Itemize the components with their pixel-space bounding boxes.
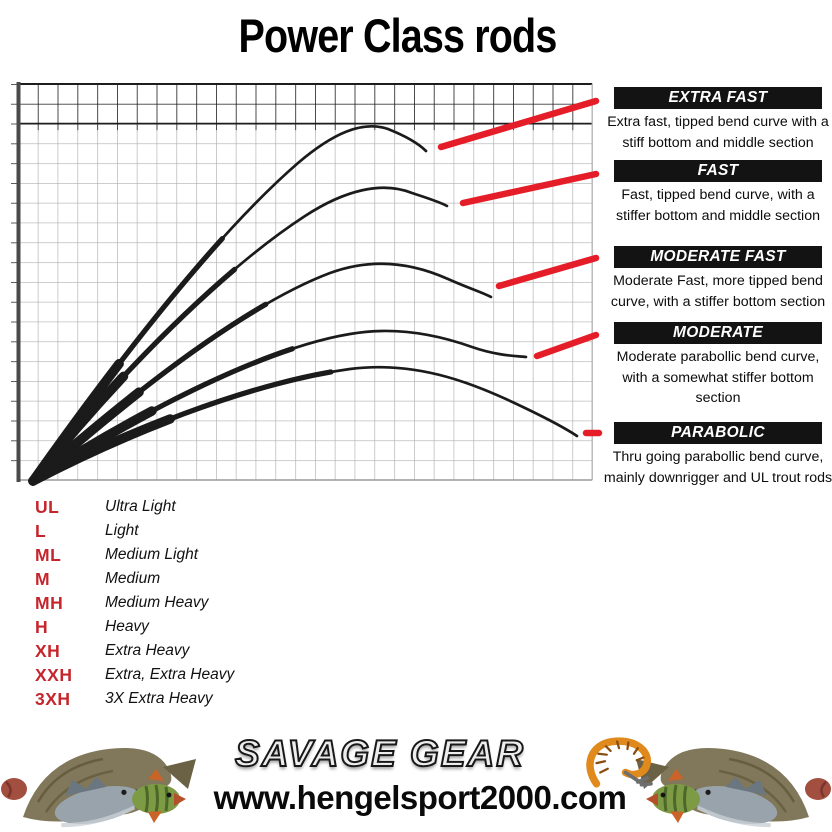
- power-class-code: M: [35, 568, 51, 589]
- pointer-lines: [437, 97, 603, 437]
- pointer-line-fast: [459, 170, 600, 207]
- power-class-name: Extra, Extra Heavy: [105, 666, 235, 683]
- legend-row: XH Extra Heavy: [35, 639, 234, 663]
- action-block-extra-fast: EXTRA FAST Extra fast, tipped bend curve…: [596, 87, 832, 153]
- legend-row: H Heavy: [35, 615, 234, 639]
- action-block-parabolic: PARABOLIC Thru going parabollic bend cur…: [596, 422, 832, 488]
- brand-logo: SAVAGE GEAR: [234, 732, 525, 775]
- power-class-name: Heavy: [105, 618, 149, 635]
- legend-row: MH Medium Heavy: [35, 591, 234, 615]
- legend-row: 3XH 3X Extra Heavy: [35, 687, 234, 711]
- pointer-line-moderate-fast: [495, 254, 600, 290]
- action-block-fast: FAST Fast, tipped bend curve, with a sti…: [596, 160, 832, 226]
- pointer-line-extra-fast: [437, 97, 600, 151]
- action-label: MODERATE FAST: [614, 246, 822, 268]
- power-class-legend: UL Ultra Light L Light ML Medium Light M…: [35, 495, 234, 711]
- curve-fast: [28, 183, 452, 486]
- power-class-code: XH: [35, 640, 61, 661]
- power-class-code: XXH: [35, 664, 73, 685]
- power-class-name: Medium Light: [105, 546, 199, 563]
- action-description: Extra fast, tipped bend curve with a sti…: [607, 114, 829, 151]
- legend-row: M Medium: [35, 567, 234, 591]
- legend-row: L Light: [35, 519, 234, 543]
- legend-row: ML Medium Light: [35, 543, 234, 567]
- curve-moderate: [28, 326, 531, 486]
- website-link[interactable]: www.hengelsport2000.com: [213, 779, 627, 816]
- grid: [11, 82, 593, 482]
- rod-curves: [28, 121, 582, 486]
- action-label: MODERATE: [614, 322, 822, 344]
- fishhook-logo-icon: [586, 737, 653, 788]
- power-class-name: Medium Heavy: [105, 594, 209, 611]
- power-class-code: H: [35, 616, 49, 637]
- action-description: Moderate parabollic bend curve, with a s…: [616, 349, 820, 406]
- perch: [132, 769, 186, 823]
- power-class-name: Extra Heavy: [105, 642, 190, 659]
- page-title: Power Class rods: [238, 9, 558, 62]
- curve-moderate-fast: [28, 259, 496, 486]
- power-class-name: Light: [105, 522, 139, 539]
- bend-curve-chart: [11, 82, 603, 486]
- legend-row: UL Ultra Light: [35, 495, 234, 519]
- action-block-moderate: MODERATE Moderate parabollic bend curve,…: [596, 322, 832, 409]
- power-class-name: Ultra Light: [105, 498, 176, 515]
- power-class-name: Medium: [105, 570, 161, 587]
- action-description: Thru going parabollic bend curve, mainly…: [603, 449, 832, 486]
- power-class-code: UL: [35, 496, 60, 517]
- action-block-moderate-fast: MODERATE FAST Moderate Fast, more tipped…: [596, 246, 832, 312]
- power-class-code: 3XH: [35, 688, 71, 709]
- legend-row: XXH Extra, Extra Heavy: [35, 663, 234, 687]
- power-class-name: 3X Extra Heavy: [105, 690, 213, 707]
- power-class-code: L: [35, 520, 47, 541]
- action-description: Moderate Fast, more tipped bend curve, w…: [610, 273, 826, 310]
- action-label: PARABOLIC: [614, 422, 822, 444]
- fish-illustration-right: [636, 747, 831, 828]
- curve-extra-fast: [28, 121, 431, 486]
- footer-banner: SAVAGE GEAR www.hengelsport2000.com: [0, 727, 832, 832]
- power-class-code: MH: [35, 592, 64, 613]
- action-label: FAST: [614, 160, 822, 182]
- pointer-line-moderate: [533, 331, 600, 360]
- power-class-code: ML: [35, 544, 62, 565]
- curve-parabolic: [28, 362, 582, 486]
- fish-illustration-left: [1, 747, 196, 828]
- action-description: Fast, tipped bend curve, with a stiffer …: [616, 187, 820, 224]
- action-label: EXTRA FAST: [614, 87, 822, 109]
